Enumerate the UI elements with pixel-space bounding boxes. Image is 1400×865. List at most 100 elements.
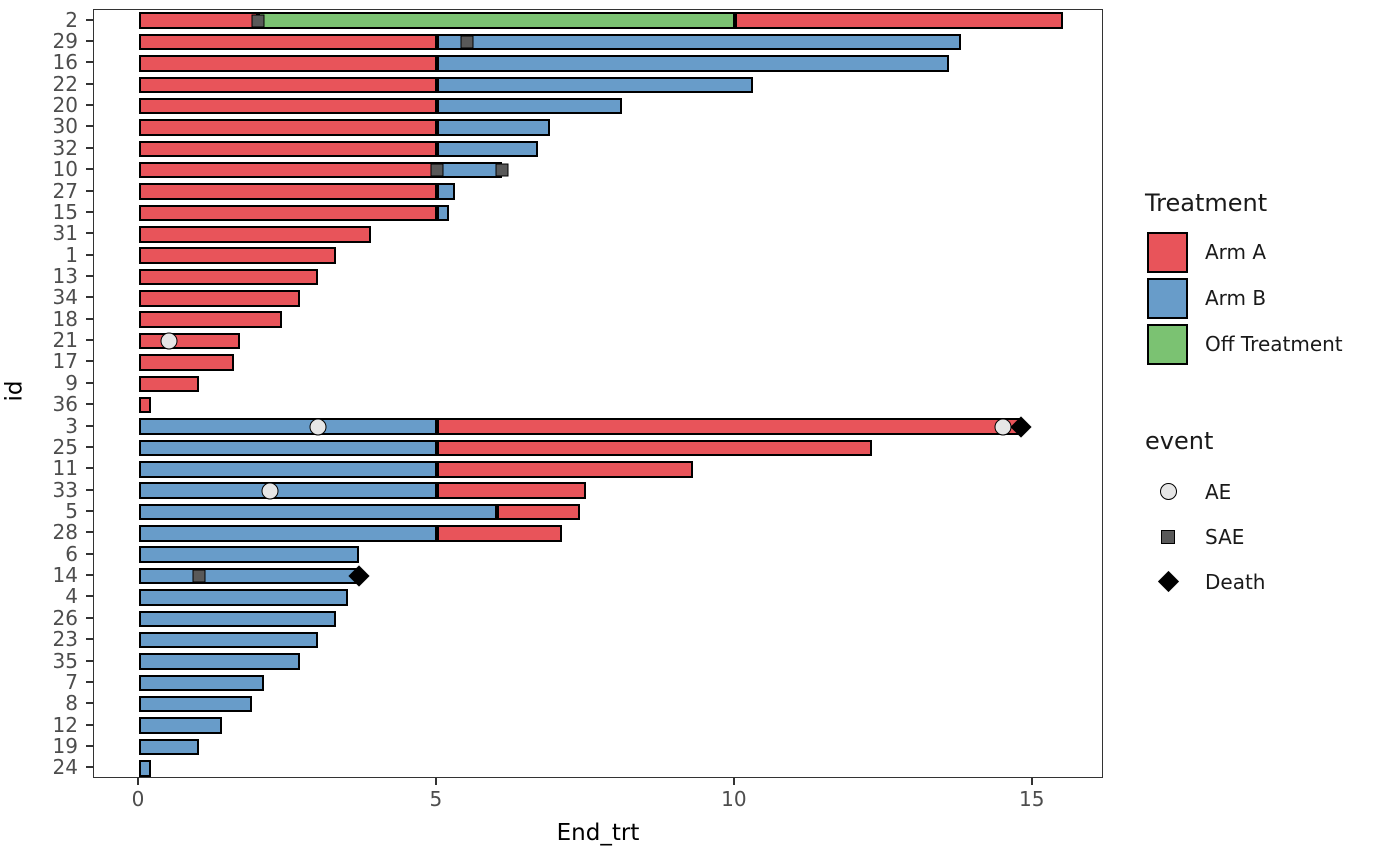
legend-swatch — [1147, 323, 1188, 365]
bar-segment — [138, 226, 372, 243]
bar-segment — [138, 503, 497, 521]
bar-segment — [138, 461, 437, 478]
y-tick-label: 8 — [65, 691, 78, 716]
bar-segment — [436, 482, 586, 499]
event-marker-ae — [309, 418, 327, 436]
y-tick-label: 6 — [65, 541, 78, 566]
y-tick-mark — [86, 82, 93, 85]
y-tick-mark — [86, 275, 93, 277]
x-tick-label: 5 — [429, 787, 443, 811]
bar-segment — [436, 418, 1021, 435]
y-tick-mark — [86, 445, 93, 448]
bar-segment — [138, 12, 259, 29]
bar-segment — [436, 119, 551, 136]
y-tick-mark — [86, 638, 93, 641]
x-tick-mark — [434, 778, 437, 785]
y-tick-mark — [86, 744, 93, 747]
bar-segment — [436, 76, 753, 93]
y-tick-label: 15 — [52, 199, 78, 224]
bar-segment — [138, 33, 437, 51]
event-marker-sae — [430, 163, 444, 177]
bar-segment — [436, 439, 872, 457]
y-axis-title: id — [1, 380, 28, 402]
y-tick-label: 32 — [52, 135, 78, 160]
bar-segment — [436, 33, 962, 51]
y-tick-mark — [86, 189, 93, 192]
y-axis: 2 29 16 22 20 30 32 10 27 15 31 1 13 34 18 21 17 9 36 3 25 11… — [0, 9, 93, 778]
y-tick-label: 1 — [65, 242, 78, 267]
legend-label: Off Treatment — [1205, 332, 1343, 356]
y-tick-label: 19 — [52, 733, 78, 758]
y-tick-mark — [86, 403, 93, 406]
y-tick-mark — [86, 210, 93, 213]
y-tick-label: 14 — [52, 563, 78, 588]
y-tick-mark — [86, 424, 93, 427]
bar-segment — [734, 12, 1063, 29]
bar-segment — [138, 183, 437, 200]
y-tick-mark — [86, 61, 93, 64]
death-glyph — [1157, 570, 1179, 593]
y-tick-mark — [86, 531, 93, 534]
y-tick-label: 3 — [65, 413, 78, 438]
y-tick-mark — [86, 253, 93, 256]
sae-marker-icon — [1151, 529, 1185, 544]
y-tick-mark — [86, 40, 93, 43]
bar-segment — [138, 268, 318, 286]
bar-segment — [138, 546, 360, 563]
y-tick-label: 24 — [52, 755, 78, 780]
y-tick-label: 10 — [52, 157, 78, 182]
bar-segment — [138, 439, 437, 457]
y-tick-mark — [86, 509, 93, 512]
legend-label: AE — [1205, 479, 1232, 504]
y-tick-label: 17 — [52, 349, 78, 374]
bar-segment — [138, 76, 437, 93]
y-tick-mark — [86, 723, 93, 726]
y-tick-mark — [86, 18, 93, 21]
bar-segment — [496, 503, 580, 521]
y-tick-label: 25 — [52, 434, 78, 459]
bar-segment — [436, 461, 694, 478]
sae-glyph — [1161, 529, 1175, 544]
event-marker-ae — [261, 482, 279, 500]
bar-segment — [138, 396, 151, 414]
y-tick-mark — [86, 317, 93, 320]
y-tick-label: 5 — [65, 498, 78, 523]
legend-swatch — [1147, 277, 1188, 319]
y-tick-mark — [86, 595, 93, 598]
y-tick-label: 26 — [52, 605, 78, 630]
y-tick-label: 2 — [65, 7, 78, 32]
bar-segment — [138, 55, 437, 72]
y-tick-label: 11 — [52, 456, 78, 481]
y-tick-label: 13 — [52, 264, 78, 288]
y-tick-label: 9 — [65, 370, 78, 395]
bar-segment — [138, 717, 223, 734]
legend-swatch — [1147, 231, 1188, 273]
y-tick-mark — [86, 125, 93, 128]
y-tick-label: 18 — [52, 306, 78, 331]
bar-segment — [138, 695, 253, 713]
y-tick-mark — [86, 360, 93, 363]
legend-label: Arm A — [1205, 240, 1267, 264]
bar-segment — [436, 97, 622, 115]
bar-segment — [138, 631, 318, 649]
bar-segment — [138, 525, 437, 542]
bar-segment — [138, 610, 336, 628]
y-tick-mark — [86, 574, 93, 577]
y-tick-label: 36 — [52, 392, 78, 417]
y-tick-mark — [86, 104, 93, 107]
legend-item-ae: AE — [1151, 469, 1265, 514]
y-tick-mark — [86, 146, 93, 149]
y-tick-label: 28 — [52, 520, 78, 545]
bar-segment — [138, 653, 300, 670]
event-marker-sae — [251, 14, 265, 28]
x-tick-mark — [1030, 778, 1033, 785]
legend-label: SAE — [1205, 524, 1245, 549]
y-tick-label: 33 — [52, 477, 78, 502]
y-tick-label: 30 — [52, 114, 78, 139]
legend-event-title: event — [1145, 427, 1214, 455]
y-tick-mark — [86, 232, 93, 235]
bar-segment — [138, 567, 360, 585]
y-tick-label: 20 — [52, 93, 78, 118]
y-tick-label: 12 — [52, 712, 78, 737]
